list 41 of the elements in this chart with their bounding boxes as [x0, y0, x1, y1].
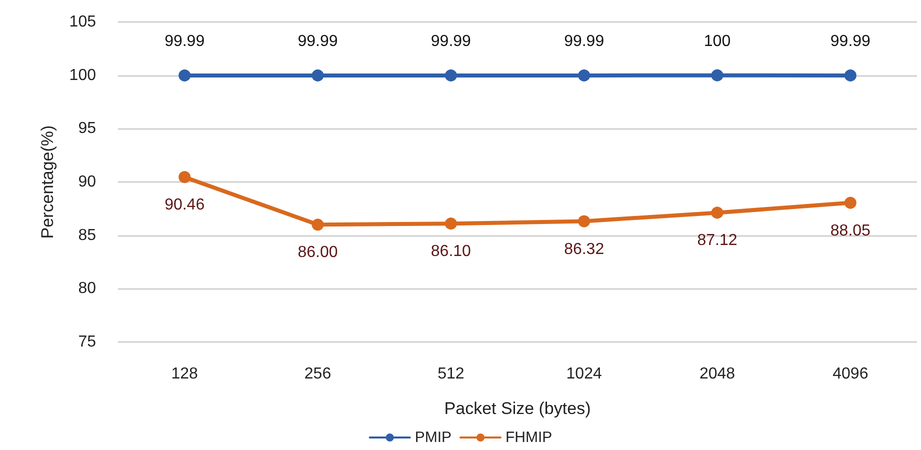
y-tick-label: 95 [78, 120, 96, 138]
x-tick-label: 4096 [832, 366, 868, 382]
x-axis-title: Packet Size (bytes) [444, 399, 591, 418]
point [844, 69, 856, 82]
y-tick-label: 90 [78, 174, 96, 190]
x-tick-label: 1024 [566, 366, 602, 382]
data-label: 99.99 [564, 32, 604, 50]
point [178, 69, 191, 82]
y-tick-label: 75 [78, 334, 96, 350]
x-tick-label: 2048 [699, 366, 736, 382]
x-tick-label: 256 [304, 366, 332, 382]
data-label: 99.99 [830, 32, 871, 50]
y-tick-label: 80 [78, 280, 96, 298]
y-axis-title: Percentage(%) [38, 125, 57, 239]
data-label: 86.00 [298, 244, 338, 262]
data-label: 99.99 [298, 32, 338, 50]
point [711, 206, 724, 219]
legend-label: FHMIP [506, 429, 552, 446]
point [312, 69, 324, 82]
point [178, 171, 191, 184]
data-label: 90.46 [164, 196, 205, 214]
data-label: 86.32 [564, 240, 604, 258]
data-label: 87.12 [697, 232, 738, 250]
point [711, 69, 724, 82]
data-label: 99.99 [164, 32, 205, 50]
data-label: 100 [704, 32, 731, 50]
y-tick-label: 100 [69, 66, 96, 84]
data-label: 99.99 [430, 32, 472, 50]
point [312, 218, 324, 231]
point [844, 196, 856, 209]
point [444, 69, 457, 82]
y-tick-label: 85 [78, 226, 96, 244]
data-label: 88.05 [830, 222, 871, 240]
y-tick-label: 105 [69, 14, 96, 30]
x-tick-label: 512 [438, 366, 464, 382]
point [578, 69, 590, 82]
point [444, 218, 457, 230]
legend-label: PMIP [414, 429, 452, 446]
x-tick-label: 128 [171, 366, 198, 382]
point [578, 215, 590, 228]
data-label: 86.10 [430, 243, 472, 260]
